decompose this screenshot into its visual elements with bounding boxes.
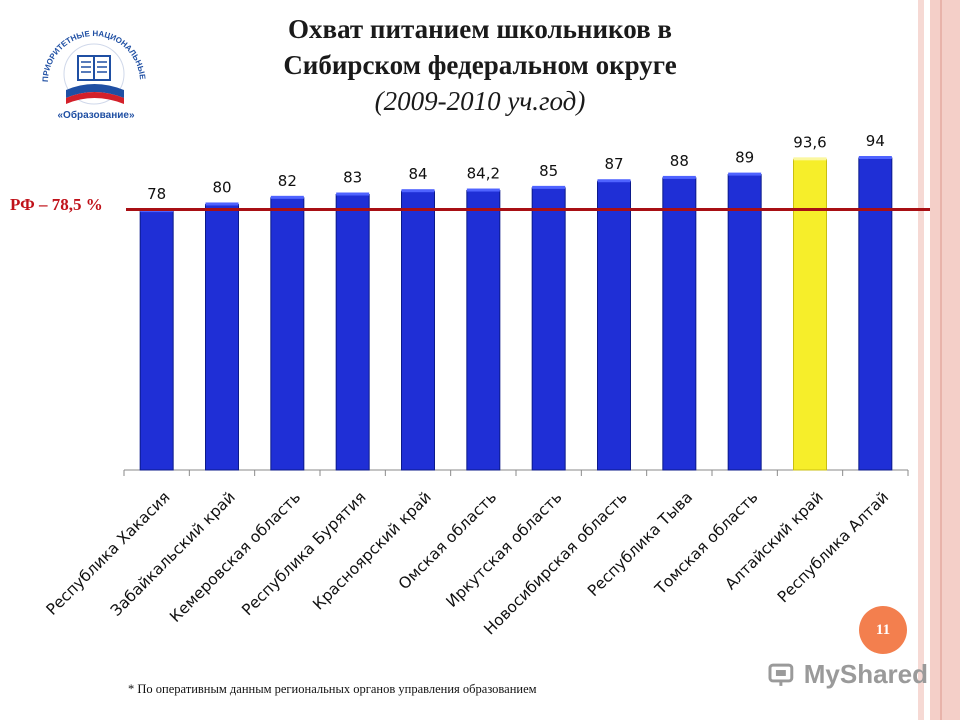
category-label: Республика Алтай bbox=[774, 488, 892, 606]
bar bbox=[466, 190, 501, 471]
bar bbox=[727, 174, 762, 471]
bar bbox=[139, 210, 174, 471]
data-label: 88 bbox=[670, 152, 689, 170]
bar bbox=[662, 177, 697, 471]
bar-top-cap bbox=[793, 157, 827, 161]
slide-right-border bbox=[918, 0, 960, 720]
bar-top-cap bbox=[336, 192, 370, 196]
data-label: 93,6 bbox=[793, 133, 826, 151]
data-label: 94 bbox=[866, 132, 885, 150]
category-label: Республика Хакасия bbox=[43, 488, 174, 619]
bar-top-cap bbox=[270, 195, 304, 199]
bar bbox=[858, 157, 893, 471]
bar-top-cap bbox=[205, 202, 239, 206]
bar-top-cap bbox=[728, 172, 762, 176]
bar bbox=[597, 180, 631, 471]
category-label: Республика Бурятия bbox=[238, 488, 369, 619]
category-label: Иркутская область bbox=[443, 488, 566, 611]
page-number-badge: 11 bbox=[859, 606, 907, 654]
data-label: 84 bbox=[408, 165, 427, 183]
svg-text:«Образование»: «Образование» bbox=[57, 109, 134, 121]
slide-title-line1: Охват питанием школьников в bbox=[288, 14, 672, 44]
watermark-text: MyShared bbox=[803, 658, 928, 689]
bar bbox=[335, 194, 370, 471]
watermark-icon bbox=[768, 663, 794, 686]
category-label: Кемеровская область bbox=[166, 488, 304, 626]
data-label: 83 bbox=[343, 169, 362, 187]
bar bbox=[205, 203, 239, 471]
data-label: 78 bbox=[147, 185, 166, 203]
data-label: 89 bbox=[735, 149, 754, 167]
data-label: 80 bbox=[212, 178, 231, 196]
data-label: 85 bbox=[539, 162, 558, 180]
slide-title-line2: Сибирском федеральном округе bbox=[283, 50, 677, 80]
slide-title-line3: (2009-2010 уч.год) bbox=[374, 86, 586, 116]
bar bbox=[270, 197, 305, 471]
bar bbox=[531, 187, 566, 471]
education-project-logo: ПРИОРИТЕТНЫЕ НАЦИОНАЛЬНЫЕ ПРОЕКТЫ «Образ… bbox=[26, 12, 147, 121]
bar-top-cap bbox=[401, 189, 435, 193]
bar-top-cap bbox=[662, 175, 696, 179]
footnote: * По оперативным данным региональных орг… bbox=[128, 682, 537, 696]
bar bbox=[793, 158, 827, 471]
category-label: Забайкальский край bbox=[107, 488, 239, 620]
data-label: 84,2 bbox=[467, 165, 500, 183]
reference-line-label: РФ – 78,5 % bbox=[10, 195, 103, 214]
bar-top-cap bbox=[858, 156, 892, 159]
bar-top-cap bbox=[532, 185, 566, 189]
bar-top-cap bbox=[597, 179, 631, 183]
category-label: Красноярский край bbox=[309, 488, 434, 613]
bar bbox=[401, 190, 435, 471]
data-label: 87 bbox=[604, 155, 623, 173]
data-label: 82 bbox=[278, 172, 297, 190]
myshared-watermark: MyShared bbox=[768, 656, 928, 692]
bar-top-cap bbox=[466, 188, 500, 192]
